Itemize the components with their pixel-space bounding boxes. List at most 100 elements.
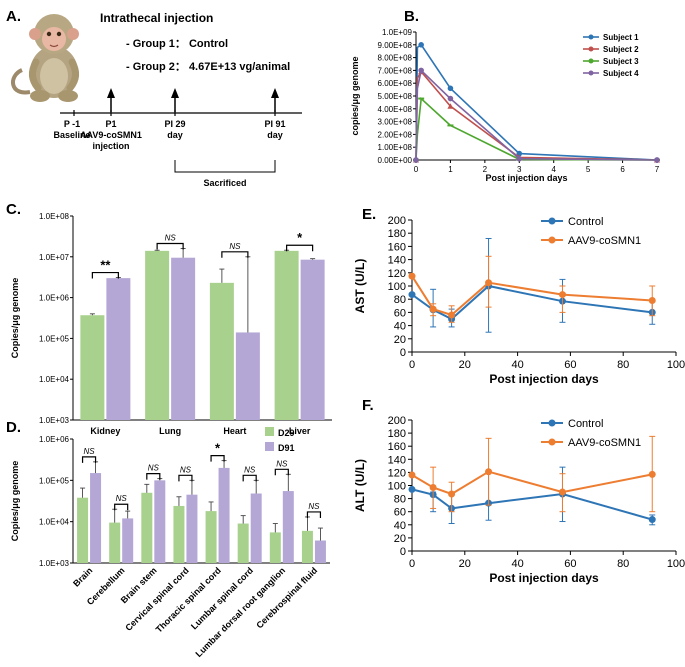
series-line-subject-2 [415, 70, 658, 161]
significance-label: * [297, 230, 303, 245]
point-aav9 [648, 297, 656, 305]
bar-d29 [141, 492, 153, 563]
bar-d29 [209, 282, 234, 420]
timeline-arrow-head [171, 88, 179, 98]
significance-label: NS [229, 242, 241, 251]
x-tick-label: 100 [667, 359, 685, 371]
x-tick-label: Lung [159, 426, 181, 436]
point-control [408, 485, 416, 493]
y-tick-label: 40 [394, 321, 406, 333]
panel-e-label: E. [362, 206, 376, 223]
significance-bracket [81, 456, 97, 463]
y-axis-title: Copies/μg genome [10, 461, 20, 542]
significance-bracket [221, 251, 249, 258]
x-tick-label: 3 [517, 165, 522, 174]
bar-d91 [218, 467, 230, 563]
point-aav9 [408, 272, 416, 280]
x-tick-label: 80 [617, 558, 629, 570]
y-tick-label: 140 [388, 255, 406, 267]
legend-marker-control [548, 217, 556, 225]
timeline-arrow-head [107, 88, 115, 98]
y-tick-label: 160 [388, 441, 406, 453]
point-aav9 [448, 490, 456, 498]
legend-label-aav9: AAV9-coSMN1 [568, 235, 641, 247]
y-tick-label: 20 [394, 334, 406, 346]
x-tick-label: Cerebrospinal fluid [254, 565, 319, 630]
legend-label-subject-2: Subject 2 [603, 45, 639, 54]
y-axis-title: Copies/μg genome [10, 278, 20, 359]
x-axis-title: Post injection days [489, 372, 599, 386]
y-tick-label: 140 [388, 454, 406, 466]
y-tick-label: 120 [388, 467, 406, 479]
x-tick-label: Cervical spinal cord [123, 565, 191, 633]
y-tick-label: 200 [388, 215, 406, 227]
point-subject-4 [418, 67, 424, 74]
y-tick-label: 0 [400, 546, 406, 558]
y-tick-label: 60 [394, 507, 406, 519]
point-subject-4 [413, 157, 419, 163]
y-tick-label: 100 [388, 481, 406, 493]
bar-d29 [145, 250, 170, 420]
x-tick-label: Lumbar spinal cord [189, 565, 255, 631]
bar-d91 [90, 473, 102, 563]
legend-label-d29: D29 [278, 428, 295, 438]
panel-c-label: C. [6, 201, 21, 218]
significance-label: NS [84, 447, 96, 456]
legend-marker-subject-3 [588, 58, 594, 64]
bar-d29 [301, 530, 313, 563]
significance-label: NS [180, 465, 192, 474]
y-tick-label: 1.0E+06 [39, 435, 70, 444]
y-tick-label: 160 [388, 241, 406, 253]
significance-label: NS [165, 233, 177, 242]
significance-bracket [91, 271, 119, 279]
group-1-text: - Group 1： Control [126, 38, 228, 50]
significance-bracket [210, 455, 225, 462]
point-subject-1 [418, 42, 424, 48]
bar-d29 [173, 505, 185, 563]
x-axis-title: Post injection days [489, 571, 599, 585]
legend-label-control: Control [568, 216, 603, 228]
significance-bracket [286, 244, 314, 252]
timeline-label: day [167, 130, 183, 140]
group-2-text: - Group 2： 4.67E+13 vg/animal [126, 61, 290, 73]
bar-d91 [282, 491, 294, 563]
bar-d91 [186, 494, 198, 563]
bar-d91 [250, 493, 262, 563]
significance-label: NS [116, 494, 128, 503]
bar-d29 [77, 497, 89, 563]
legend-marker-subject-4 [588, 70, 594, 76]
x-tick-label: 6 [620, 165, 625, 174]
significance-label: NS [308, 502, 320, 511]
point-aav9 [648, 470, 656, 478]
x-tick-label: 5 [586, 165, 591, 174]
x-tick-label: 20 [459, 359, 471, 371]
bar-d29 [274, 250, 299, 420]
y-tick-label: 1.0E+08 [39, 212, 70, 221]
bar-d91 [300, 259, 325, 420]
y-tick-label: 100 [388, 281, 406, 293]
timeline-label: Baseline [53, 130, 90, 140]
significance-label: NS [148, 464, 160, 473]
y-axis-title: ALT (U/L) [353, 459, 367, 512]
series-line-aav9 [411, 275, 653, 317]
bar-d29 [109, 522, 121, 563]
y-tick-label: 0 [400, 347, 406, 359]
legend-marker-subject-1 [588, 34, 594, 40]
timeline-label: injection [92, 141, 129, 151]
point-subject-1 [447, 85, 454, 92]
legend-label-subject-4: Subject 4 [603, 69, 639, 78]
panel-f-label: F. [362, 397, 374, 414]
legend-swatch-d91 [265, 442, 274, 451]
significance-bracket [146, 473, 161, 480]
y-tick-label: 1.0E+09 [382, 28, 413, 37]
y-tick-label: 1.0E+04 [39, 518, 70, 527]
significance-label: * [215, 441, 221, 456]
y-axis-title: AST (U/L) [353, 259, 367, 314]
x-tick-label: 100 [667, 558, 685, 570]
bar-d91 [235, 332, 260, 420]
y-tick-label: 1.00E+08 [378, 143, 413, 152]
y-tick-label: 80 [394, 294, 406, 306]
timeline-label: day [267, 130, 283, 140]
